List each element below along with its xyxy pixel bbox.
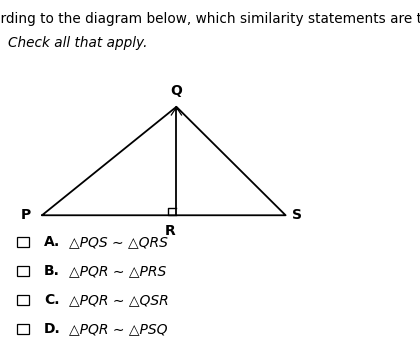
Text: △PQS ∼ △QRS: △PQS ∼ △QRS [69,235,168,250]
Text: △PQR ∼ △QSR: △PQR ∼ △QSR [69,293,169,307]
Text: Q: Q [171,84,182,98]
Text: △PQR ∼ △PRS: △PQR ∼ △PRS [69,264,167,278]
Text: A.: A. [44,235,60,250]
Bar [17,324,29,334]
Text: △PQR ∼ △PSQ: △PQR ∼ △PSQ [69,322,168,336]
Bar [17,237,29,247]
Text: Check all that apply.: Check all that apply. [8,36,148,49]
Text: D.: D. [44,322,61,336]
Text: S: S [292,208,302,222]
Text: R: R [165,224,176,238]
Bar [17,295,29,305]
Text: P: P [21,208,32,222]
Bar [17,266,29,276]
Text: C.: C. [44,293,60,307]
Text: B.: B. [44,264,60,278]
Text: According to the diagram below, which similarity statements are true?: According to the diagram below, which si… [0,12,420,26]
